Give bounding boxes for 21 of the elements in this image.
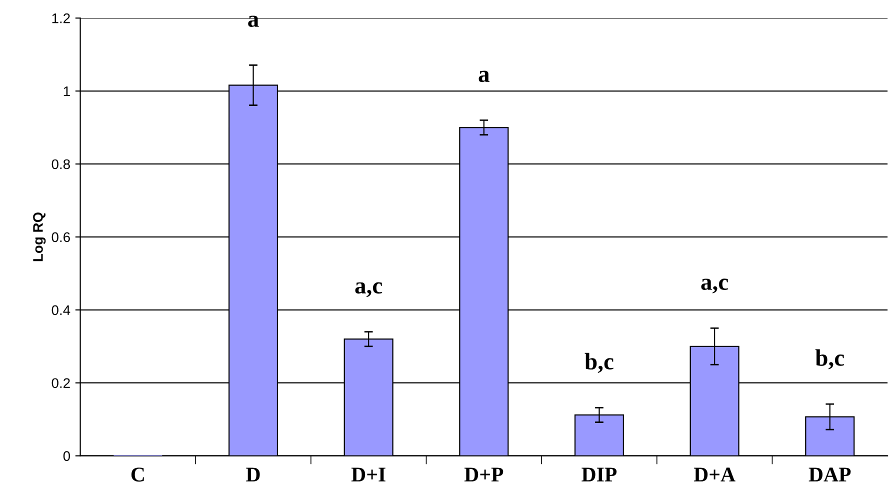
y-tick-label: 0.4 [52,305,70,316]
x-tick-label: D+P [464,468,504,482]
x-tick-label: D+I [351,468,386,482]
y-tick-label: 0.2 [52,378,70,388]
annotation: a [478,70,490,82]
x-tick-label: DIP [582,468,617,482]
x-tick-label: D [246,468,260,482]
y-tick-label: 1 [64,86,70,96]
annotation: a [248,16,259,27]
annotation: b,c [815,349,844,370]
annotation: a,c [355,282,382,298]
y-tick-label: 0 [63,451,70,461]
x-tick-label: D+A [694,468,736,482]
y-tick-label: 1.2 [52,13,70,24]
x-tick-label: DAP [808,468,851,482]
annotation: a,c [701,278,728,294]
y-tick-label: 0.6 [52,232,70,242]
y-tick-label: 0.8 [52,159,70,170]
y-axis-title: Log RQ [33,212,46,262]
x-tick-label: C [131,468,144,482]
annotation: b,c [584,352,614,373]
